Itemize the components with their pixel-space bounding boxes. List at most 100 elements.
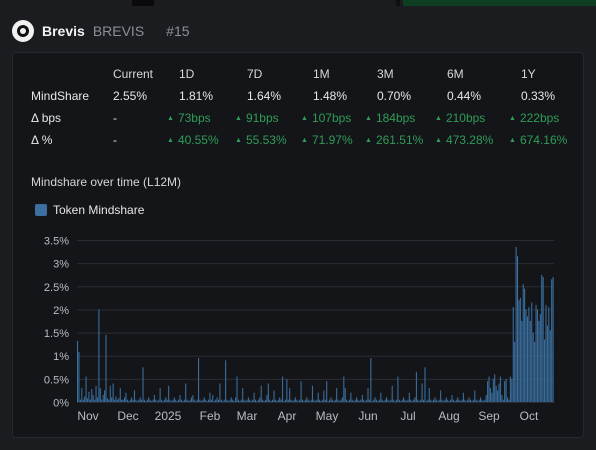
bar[interactable] — [236, 376, 238, 402]
bar[interactable] — [360, 399, 362, 402]
bar[interactable] — [444, 399, 446, 402]
bar[interactable] — [504, 381, 506, 402]
bar[interactable] — [394, 401, 396, 402]
bar[interactable] — [259, 397, 261, 402]
bar[interactable] — [82, 399, 84, 402]
bar[interactable] — [494, 374, 496, 402]
bar[interactable] — [250, 401, 252, 402]
bar[interactable] — [455, 399, 457, 402]
bar[interactable] — [225, 360, 227, 402]
bar[interactable] — [128, 401, 130, 402]
bar[interactable] — [536, 309, 538, 402]
bar[interactable] — [166, 399, 168, 402]
bar[interactable] — [316, 399, 318, 402]
bar[interactable] — [208, 399, 210, 402]
bar[interactable] — [501, 395, 503, 402]
bar[interactable] — [192, 395, 194, 402]
bar[interactable] — [309, 401, 311, 402]
bar[interactable] — [552, 277, 554, 402]
bar[interactable] — [468, 397, 470, 402]
bar[interactable] — [242, 388, 244, 402]
bar[interactable] — [380, 392, 382, 402]
bar[interactable] — [85, 376, 87, 402]
bar[interactable] — [525, 309, 527, 402]
bar[interactable] — [303, 401, 305, 402]
bar[interactable] — [368, 399, 370, 402]
bar[interactable] — [491, 392, 493, 402]
bar[interactable] — [106, 398, 108, 402]
bar[interactable] — [431, 401, 433, 402]
bar[interactable] — [99, 388, 101, 402]
bar[interactable] — [383, 401, 385, 402]
bar[interactable] — [195, 401, 197, 402]
bar[interactable] — [361, 395, 363, 402]
bar[interactable] — [363, 399, 365, 402]
bar[interactable] — [407, 399, 409, 402]
bar[interactable] — [330, 397, 332, 402]
bar[interactable] — [524, 288, 526, 402]
bar[interactable] — [337, 399, 339, 402]
bar[interactable] — [544, 339, 546, 402]
bar[interactable] — [377, 401, 379, 402]
bar[interactable] — [397, 376, 399, 402]
bar[interactable] — [280, 399, 282, 402]
bar[interactable] — [269, 399, 271, 402]
bar[interactable] — [131, 397, 133, 402]
bar[interactable] — [310, 399, 312, 402]
bar[interactable] — [162, 401, 164, 402]
bar[interactable] — [276, 401, 278, 402]
bar[interactable] — [205, 399, 207, 402]
bar[interactable] — [425, 401, 427, 402]
bar[interactable] — [139, 397, 141, 402]
bar[interactable] — [467, 399, 469, 402]
bar[interactable] — [138, 399, 140, 402]
bar[interactable] — [122, 399, 124, 402]
bar[interactable] — [257, 399, 259, 402]
bar[interactable] — [179, 395, 181, 402]
bar[interactable] — [77, 340, 79, 402]
bar[interactable] — [98, 309, 100, 402]
bar[interactable] — [118, 398, 120, 402]
bar[interactable] — [226, 399, 228, 402]
bar[interactable] — [387, 399, 389, 402]
bar[interactable] — [548, 307, 550, 402]
bar[interactable] — [149, 399, 151, 402]
bar[interactable] — [206, 401, 208, 402]
bar[interactable] — [227, 401, 229, 402]
bar[interactable] — [267, 383, 269, 402]
bar[interactable] — [277, 399, 279, 402]
bar[interactable] — [284, 399, 286, 402]
bar[interactable] — [102, 395, 104, 402]
chart-legend[interactable]: Token Mindshare — [35, 203, 144, 217]
bar[interactable] — [152, 399, 154, 402]
bar[interactable] — [311, 385, 314, 402]
bar[interactable] — [485, 395, 487, 402]
bar[interactable] — [535, 304, 537, 402]
bar[interactable] — [479, 397, 482, 402]
bar[interactable] — [492, 378, 494, 402]
bar[interactable] — [165, 397, 167, 402]
bar[interactable] — [203, 397, 205, 402]
bar[interactable] — [507, 397, 509, 402]
bar[interactable] — [549, 330, 551, 402]
bar[interactable] — [210, 399, 212, 402]
bar[interactable] — [253, 392, 255, 402]
bar[interactable] — [96, 397, 98, 402]
bar[interactable] — [141, 399, 143, 402]
bar[interactable] — [172, 399, 174, 402]
bar[interactable] — [153, 395, 155, 402]
bar[interactable] — [300, 381, 302, 402]
bar[interactable] — [423, 399, 425, 402]
bar[interactable] — [183, 399, 185, 402]
bar[interactable] — [341, 397, 343, 402]
bar[interactable] — [105, 334, 107, 402]
bar[interactable] — [366, 399, 368, 402]
bar[interactable] — [81, 388, 83, 402]
bar[interactable] — [163, 399, 165, 402]
bar[interactable] — [282, 376, 284, 402]
bar[interactable] — [338, 401, 341, 402]
bar[interactable] — [217, 399, 220, 402]
bar[interactable] — [222, 401, 224, 402]
bar[interactable] — [143, 399, 145, 402]
bar[interactable] — [478, 399, 480, 402]
